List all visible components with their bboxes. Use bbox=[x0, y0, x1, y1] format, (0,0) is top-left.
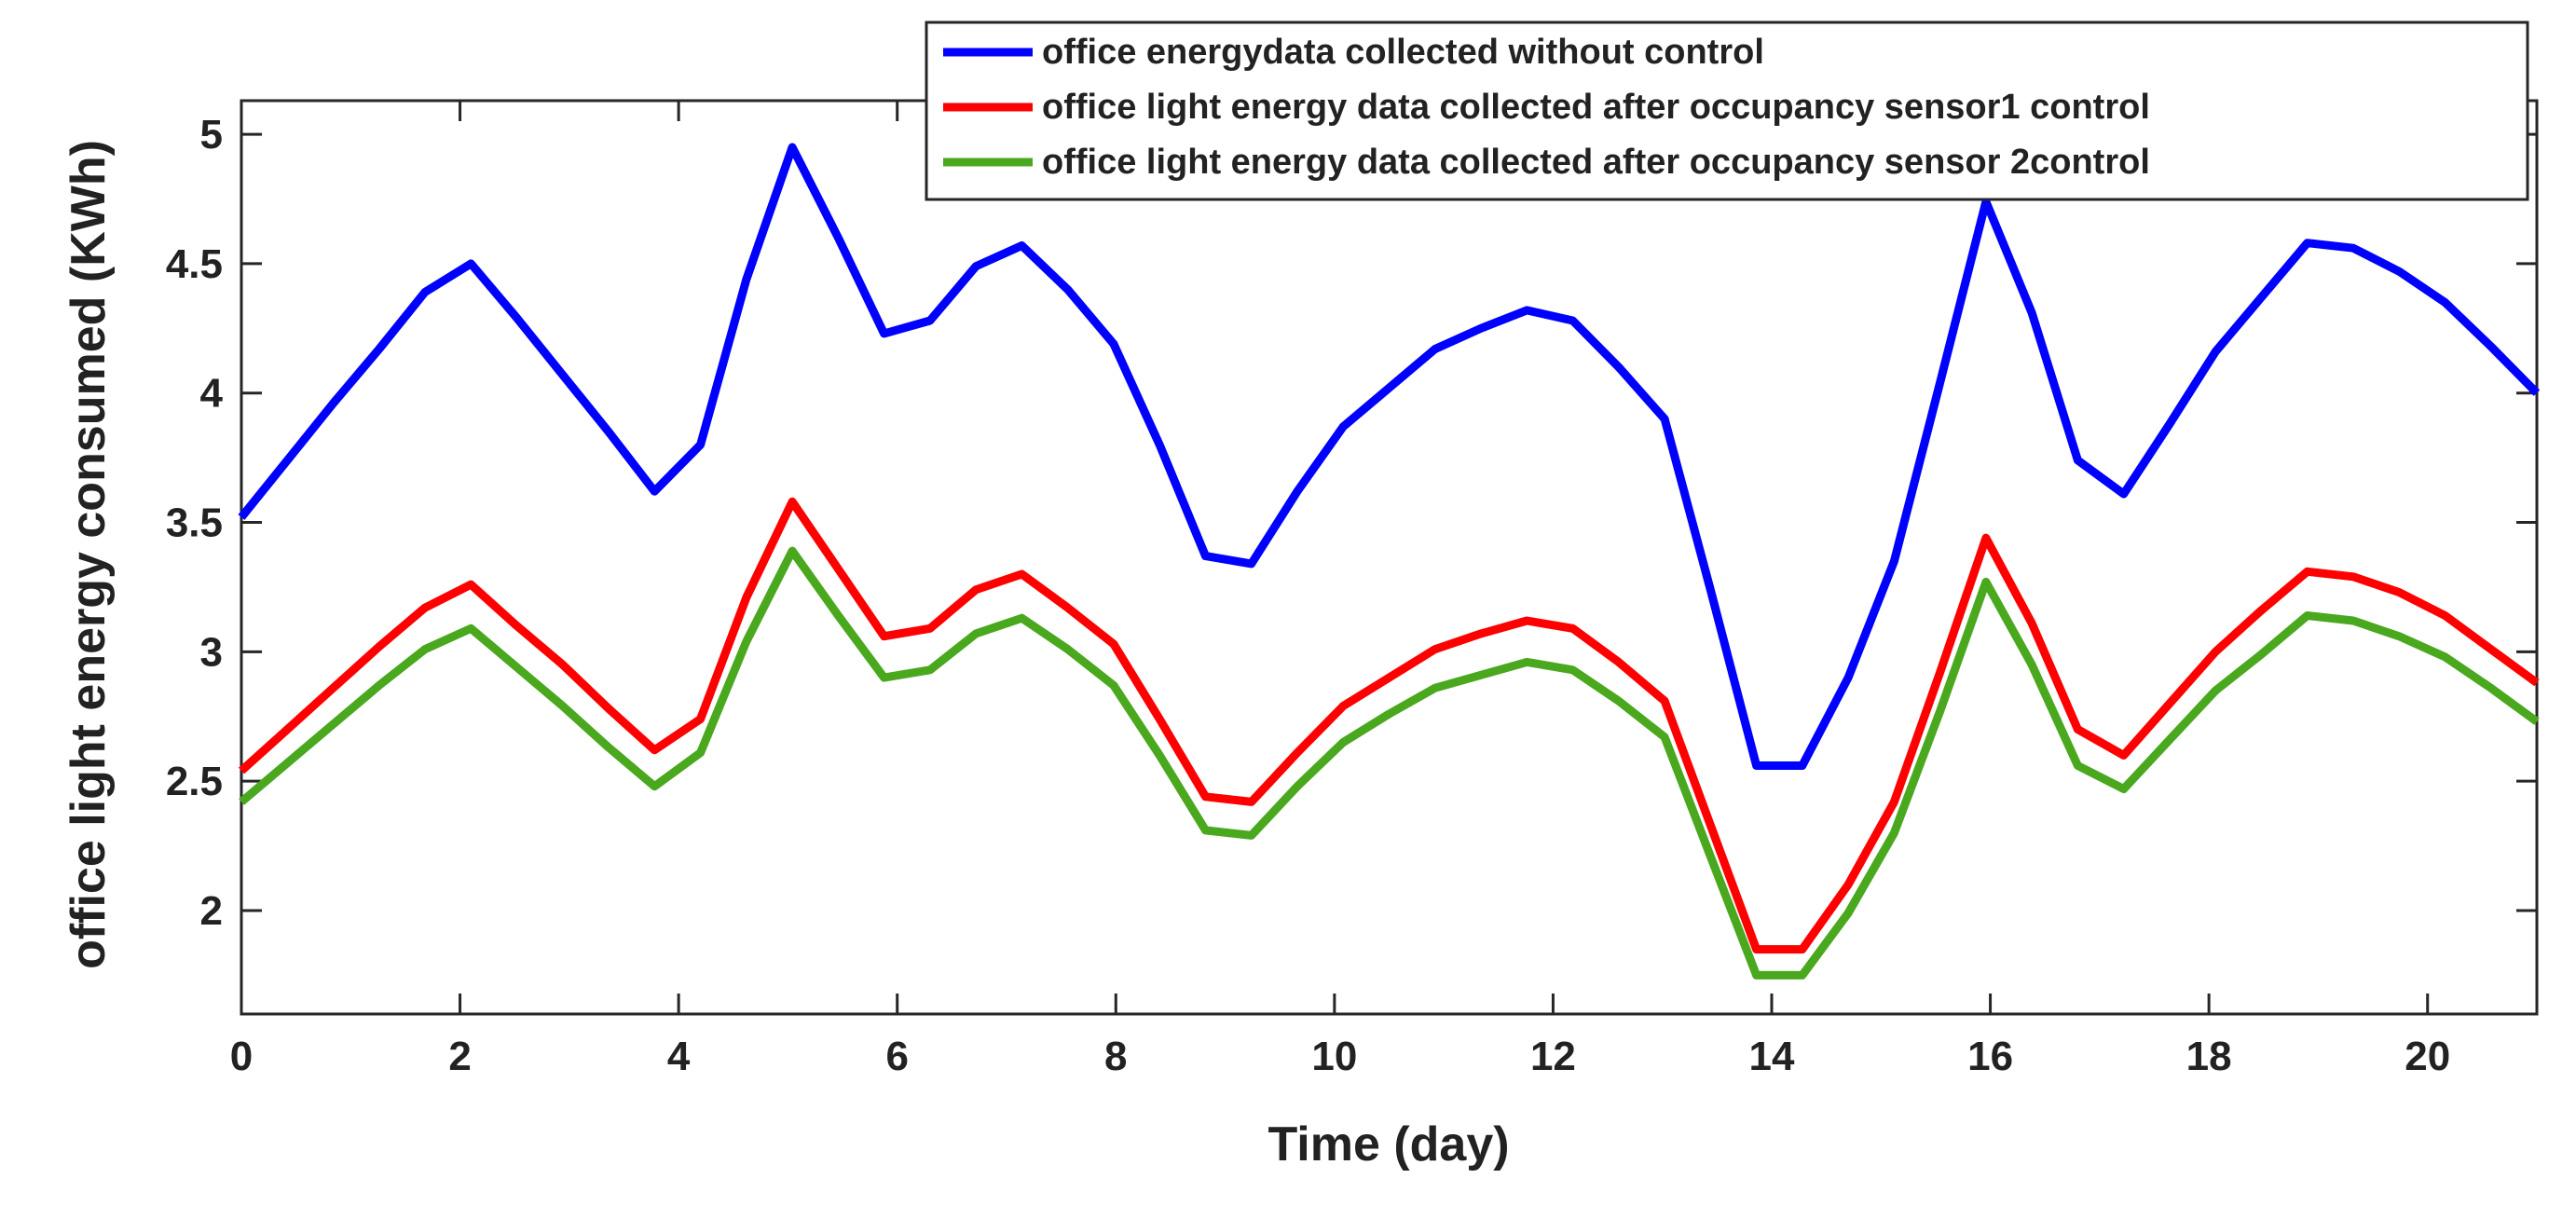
x-tick-label: 16 bbox=[1967, 1034, 2013, 1079]
legend: office energydata collected without cont… bbox=[925, 21, 2529, 201]
x-tick-label: 18 bbox=[2186, 1034, 2232, 1079]
legend-box bbox=[925, 21, 2529, 201]
x-tick-label: 20 bbox=[2405, 1034, 2450, 1079]
legend-label-2: office light energy data collected after… bbox=[1042, 88, 2150, 127]
y-tick-label: 5 bbox=[200, 112, 223, 158]
y-tick-label: 3 bbox=[200, 629, 223, 675]
y-axis: 2 2.5 3 3.5 4 4.5 5 bbox=[166, 112, 2537, 934]
y-tick-label: 3.5 bbox=[166, 500, 223, 546]
y-tick-label: 2.5 bbox=[166, 759, 223, 804]
x-tick-label: 10 bbox=[1311, 1034, 1357, 1079]
legend-label-1: office energydata collected without cont… bbox=[1042, 33, 1764, 72]
x-tick-label: 2 bbox=[448, 1034, 471, 1079]
series-line-2 bbox=[238, 497, 2540, 954]
series-lines bbox=[238, 143, 2541, 980]
x-axis-title: Time (day) bbox=[1267, 1117, 1509, 1172]
y-tick-label: 4.5 bbox=[166, 241, 223, 287]
x-tick-label: 8 bbox=[1104, 1034, 1127, 1079]
x-tick-label: 6 bbox=[885, 1034, 908, 1079]
series-line-1 bbox=[238, 143, 2541, 770]
y-axis-title: office light energy consumed (KWh) bbox=[62, 140, 116, 969]
y-tick-label: 4 bbox=[200, 371, 224, 417]
series-line-3 bbox=[239, 546, 2540, 980]
x-tick-label: 12 bbox=[1530, 1034, 1576, 1079]
y-tick-label: 2 bbox=[200, 888, 223, 934]
plot-area bbox=[240, 99, 2539, 1016]
legend-label-3: office light energy data collected after… bbox=[1042, 143, 2150, 182]
x-tick-label: 4 bbox=[667, 1034, 691, 1079]
x-axis: 0 2 4 6 8 10 12 14 16 18 20 bbox=[230, 101, 2450, 1079]
x-tick-label: 0 bbox=[230, 1034, 253, 1079]
x-tick-label: 14 bbox=[1749, 1034, 1795, 1079]
